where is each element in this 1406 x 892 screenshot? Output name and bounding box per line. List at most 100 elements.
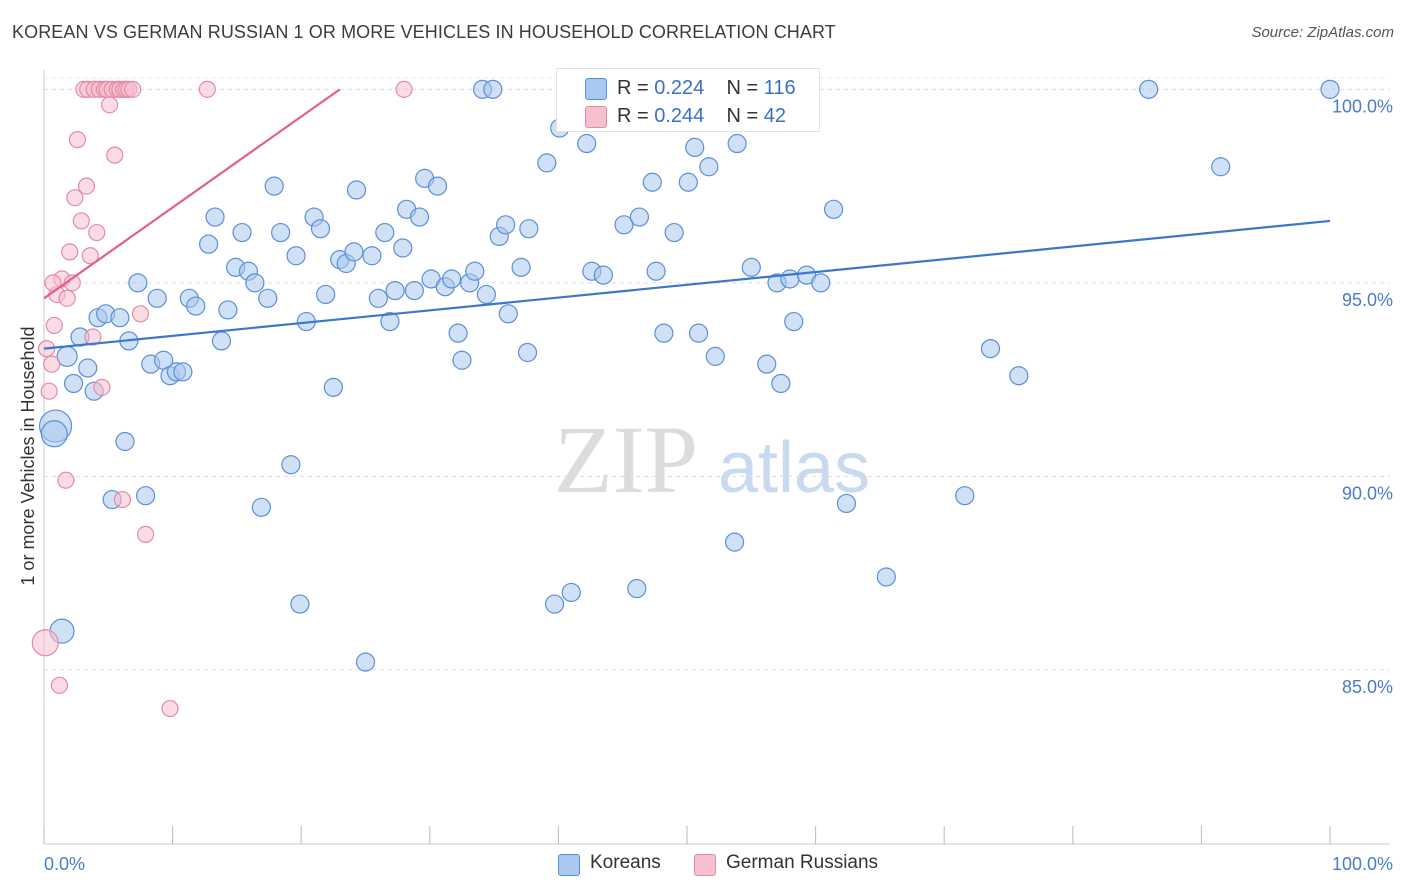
data-point — [66, 189, 84, 207]
data-point — [323, 377, 343, 397]
data-point — [1211, 157, 1231, 177]
data-point — [43, 355, 61, 373]
data-point — [251, 497, 271, 517]
y-tick-label: 95.0% — [1342, 290, 1393, 310]
data-point — [136, 525, 155, 544]
data-point — [344, 242, 364, 262]
data-point — [498, 304, 518, 324]
data-point — [771, 373, 791, 394]
legend-r-label: R = — [617, 77, 649, 99]
y-tick-label: 90.0% — [1342, 483, 1393, 503]
legend-n-label: N = — [726, 77, 759, 99]
bottom-legend-swatch-koreans — [558, 854, 580, 876]
data-point — [258, 288, 278, 308]
x-tick-label: 0.0% — [44, 854, 85, 874]
bottom-legend-label-german-russians: German Russians — [726, 852, 879, 873]
data-point — [81, 247, 99, 265]
data-point — [577, 133, 597, 154]
data-point — [106, 146, 124, 164]
data-point — [290, 594, 310, 614]
data-point — [124, 80, 142, 98]
data-point — [355, 652, 376, 672]
data-point — [113, 490, 132, 509]
data-point — [448, 323, 468, 343]
data-point — [593, 265, 614, 285]
data-point — [393, 238, 413, 258]
data-point — [629, 207, 650, 227]
data-point — [483, 79, 503, 99]
data-point — [705, 346, 725, 366]
data-point — [395, 80, 413, 98]
legend-swatch-koreans — [585, 78, 607, 100]
data-point — [642, 172, 662, 192]
data-point — [517, 342, 538, 363]
y-axis-label: 1 or more Vehicles in Household — [18, 326, 38, 585]
data-point — [368, 288, 388, 308]
data-point — [627, 578, 647, 599]
data-point — [699, 157, 719, 177]
data-point — [68, 131, 87, 149]
data-point — [50, 676, 69, 694]
data-point — [199, 234, 219, 254]
data-point — [310, 219, 331, 239]
data-point — [442, 269, 462, 289]
trend-line-german-russians — [43, 88, 341, 300]
data-point — [232, 222, 252, 243]
data-point — [955, 486, 975, 506]
data-point — [281, 455, 301, 475]
data-point — [811, 273, 831, 293]
x-tick-label: 100.0% — [1332, 854, 1393, 874]
data-point — [646, 261, 666, 281]
data-point — [61, 243, 79, 261]
data-point — [161, 699, 179, 718]
data-point — [147, 288, 167, 308]
series-koreans — [38, 79, 1340, 672]
data-point — [57, 471, 75, 489]
data-point — [836, 493, 857, 514]
data-point — [40, 382, 58, 400]
data-point — [727, 133, 747, 154]
data-point — [186, 296, 206, 316]
data-point — [264, 176, 284, 196]
data-point — [409, 207, 430, 227]
data-point — [78, 358, 98, 378]
legend-r-value-german-russians: 0.244 — [654, 105, 705, 127]
data-point — [84, 328, 102, 346]
data-point — [427, 176, 448, 196]
data-point — [824, 199, 844, 219]
legend-box: R = 0.224 N = 116 R = 0.244 N = 42 — [556, 68, 820, 132]
watermark-zip: ZIP — [554, 406, 698, 513]
data-point — [115, 431, 135, 452]
data-point — [511, 257, 531, 277]
legend-swatch-german-russians — [585, 106, 607, 128]
trend-line-koreans — [43, 219, 1331, 350]
data-point — [678, 172, 698, 192]
chart-title: KOREAN VS GERMAN RUSSIAN 1 OR MORE VEHIC… — [12, 22, 836, 42]
legend-n-label: N = — [726, 105, 759, 127]
data-point — [654, 323, 674, 343]
data-point — [110, 308, 130, 328]
data-point — [173, 362, 193, 382]
data-point — [45, 316, 63, 335]
data-point — [131, 305, 150, 323]
data-point — [741, 257, 761, 277]
data-point — [664, 222, 684, 243]
data-point — [519, 219, 539, 239]
data-point — [476, 284, 496, 305]
data-point — [271, 222, 291, 243]
data-point — [724, 532, 745, 552]
legend-n-value-german-russians: 42 — [763, 105, 787, 127]
data-point — [685, 137, 705, 157]
y-tick-label: 85.0% — [1342, 677, 1393, 697]
data-point — [31, 629, 59, 657]
data-point — [614, 215, 634, 235]
bottom-legend-swatch-german-russians — [694, 854, 716, 876]
data-point — [346, 180, 367, 200]
data-point — [58, 289, 76, 307]
data-point — [1009, 366, 1029, 386]
data-point — [77, 177, 96, 195]
data-point — [218, 300, 238, 320]
data-point — [100, 96, 119, 114]
y-tick-label: 100.0% — [1332, 96, 1393, 116]
bottom-legend-label-koreans: Koreans — [590, 852, 661, 873]
